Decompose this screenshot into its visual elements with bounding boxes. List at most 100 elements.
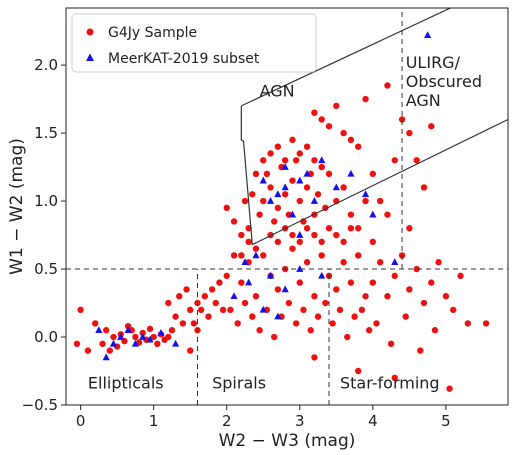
data-point-g4jy	[241, 197, 249, 205]
data-point-g4jy	[267, 184, 274, 191]
data-point-g4jy	[420, 299, 428, 307]
data-point-g4jy	[369, 170, 377, 178]
data-point-meerkat	[124, 326, 132, 334]
data-point-g4jy	[325, 170, 333, 178]
data-point-g4jy	[179, 320, 187, 327]
region-label: AGN	[406, 91, 441, 110]
x-tick-label: 5	[441, 412, 451, 430]
data-point-g4jy	[340, 259, 347, 266]
data-point-g4jy	[219, 306, 227, 314]
data-point-meerkat	[252, 251, 260, 259]
data-point-g4jy	[176, 293, 183, 300]
data-point-g4jy	[154, 340, 161, 348]
region-label: Ellipticals	[88, 374, 164, 393]
data-point-g4jy	[238, 252, 245, 259]
data-point-g4jy	[132, 333, 139, 341]
data-point-g4jy	[252, 170, 260, 178]
data-point-g4jy	[311, 231, 318, 239]
data-point-g4jy	[355, 367, 362, 375]
data-point-g4jy	[464, 320, 472, 327]
data-point-g4jy	[168, 327, 176, 334]
data-point-g4jy	[384, 211, 391, 218]
data-point-meerkat	[361, 190, 370, 198]
data-point-g4jy	[263, 170, 271, 178]
data-point-meerkat	[146, 335, 154, 343]
data-point-g4jy	[347, 225, 355, 232]
data-point-g4jy	[311, 157, 318, 164]
data-point-g4jy	[289, 177, 296, 184]
data-point-meerkat	[296, 176, 304, 184]
data-point-g4jy	[274, 238, 282, 246]
data-point-g4jy	[281, 157, 289, 164]
data-point-g4jy	[417, 347, 424, 354]
data-point-g4jy	[172, 313, 179, 320]
data-point-g4jy	[238, 231, 245, 239]
data-point-g4jy	[84, 347, 92, 354]
data-point-g4jy	[362, 197, 369, 205]
data-point-g4jy	[322, 299, 329, 307]
data-point-g4jy	[340, 238, 347, 246]
region-label: Obscured	[406, 72, 482, 91]
data-point-g4jy	[420, 184, 428, 191]
data-point-g4jy	[435, 259, 442, 266]
data-point-g4jy	[238, 279, 245, 286]
y-tick-label: 1.0	[34, 192, 58, 210]
data-point-meerkat	[318, 156, 326, 164]
data-point-g4jy	[406, 129, 413, 137]
x-tick-label: 3	[295, 412, 305, 430]
data-point-meerkat	[274, 190, 282, 198]
data-point-g4jy	[234, 320, 241, 327]
data-point-g4jy	[256, 327, 263, 334]
data-point-meerkat	[131, 339, 140, 347]
data-point-g4jy	[398, 116, 406, 123]
data-point-g4jy	[289, 136, 296, 144]
data-point-g4jy	[431, 327, 439, 334]
data-point-g4jy	[344, 333, 351, 341]
data-point-g4jy	[300, 306, 307, 314]
data-point-g4jy	[110, 333, 117, 341]
data-point-g4jy	[285, 299, 293, 307]
plot-area	[65, 7, 509, 406]
data-point-g4jy	[201, 293, 209, 300]
data-point-g4jy	[303, 225, 311, 232]
data-point-g4jy	[271, 333, 278, 341]
data-point-g4jy	[376, 259, 384, 266]
data-point-g4jy	[230, 252, 238, 259]
data-point-meerkat	[102, 353, 110, 361]
data-point-g4jy	[292, 320, 300, 327]
data-point-g4jy	[292, 157, 300, 164]
legend-marker-meerkat	[86, 53, 94, 61]
data-point-g4jy	[223, 272, 230, 280]
data-point-g4jy	[318, 163, 325, 171]
legend-entry: G4Jy Sample	[108, 25, 197, 41]
data-point-g4jy	[355, 225, 362, 232]
data-point-meerkat	[117, 333, 125, 340]
agn-wedge-lower-line	[240, 105, 508, 246]
data-point-meerkat	[245, 278, 253, 286]
data-point-g4jy	[252, 293, 260, 300]
data-point-g4jy	[274, 143, 282, 150]
data-point-g4jy	[92, 320, 99, 327]
data-point-g4jy	[150, 333, 157, 341]
data-point-g4jy	[340, 129, 347, 137]
data-point-g4jy	[384, 82, 391, 89]
data-point-g4jy	[347, 136, 355, 144]
data-point-meerkat	[230, 292, 238, 300]
data-point-g4jy	[347, 211, 355, 218]
data-point-g4jy	[340, 184, 347, 191]
data-point-meerkat	[281, 163, 289, 170]
data-point-g4jy	[333, 231, 340, 239]
data-point-g4jy	[165, 333, 172, 341]
data-point-meerkat	[303, 169, 311, 177]
data-point-g4jy	[274, 204, 282, 212]
x-tick-label: 4	[368, 412, 378, 430]
data-point-g4jy	[314, 191, 322, 198]
data-point-meerkat	[281, 285, 289, 293]
data-point-g4jy	[355, 143, 362, 150]
data-point-g4jy	[252, 245, 260, 252]
data-point-g4jy	[216, 279, 223, 286]
data-point-g4jy	[296, 279, 303, 286]
data-point-meerkat	[424, 31, 432, 38]
